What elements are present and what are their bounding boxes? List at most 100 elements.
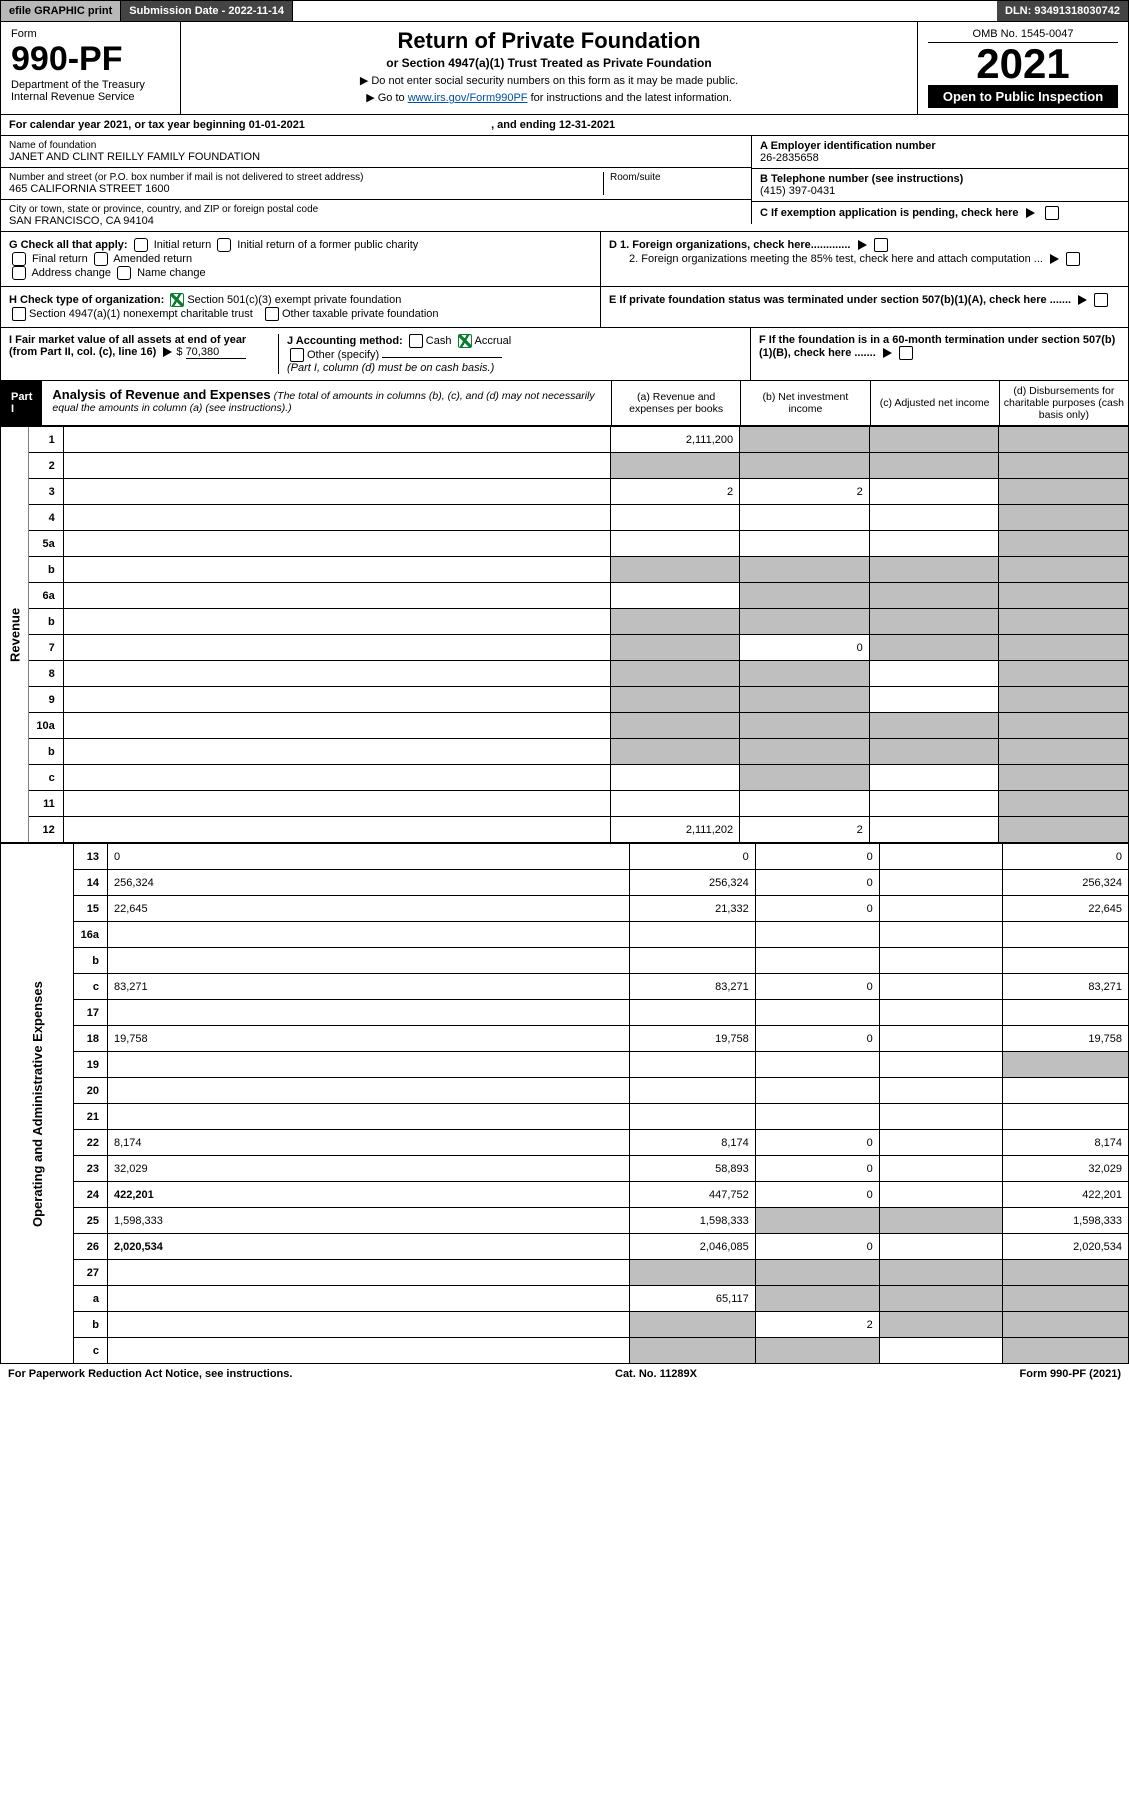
cell-c — [869, 505, 999, 531]
line-desc — [63, 635, 610, 661]
e-checkbox[interactable] — [1094, 293, 1108, 307]
h-other-checkbox[interactable] — [265, 307, 279, 321]
cell-a — [630, 1078, 756, 1104]
cell-c — [879, 1312, 1003, 1338]
col-d-header: (d) Disbursements for charitable purpose… — [999, 381, 1128, 425]
cell-d — [1003, 1078, 1129, 1104]
cell-c — [879, 896, 1003, 922]
f-checkbox[interactable] — [899, 346, 913, 360]
cell-d: 32,029 — [1003, 1156, 1129, 1182]
g-checkbox-2[interactable] — [12, 252, 26, 266]
expense-table: Operating and Administrative Expenses130… — [0, 843, 1129, 1364]
g-checkbox-3[interactable] — [94, 252, 108, 266]
j-cash-checkbox[interactable] — [409, 334, 423, 348]
cell-b — [740, 609, 870, 635]
cell-c — [869, 583, 999, 609]
cell-b — [755, 1078, 879, 1104]
dln: DLN: 93491318030742 — [997, 1, 1128, 21]
cell-d — [1003, 1312, 1129, 1338]
line-number: 2 — [29, 453, 63, 479]
line-number: c — [74, 974, 108, 1000]
g-checkbox-4[interactable] — [12, 266, 26, 280]
ein: 26-2835658 — [760, 152, 1120, 164]
cell-a — [630, 1260, 756, 1286]
open-public-badge: Open to Public Inspection — [928, 85, 1118, 108]
cell-a — [630, 1000, 756, 1026]
cell-b — [755, 948, 879, 974]
line-number: 5a — [29, 531, 63, 557]
irs-link[interactable]: www.irs.gov/Form990PF — [408, 92, 528, 104]
cell-d — [999, 713, 1129, 739]
line-desc — [63, 505, 610, 531]
g-checkbox-1[interactable] — [217, 238, 231, 252]
cell-a — [610, 635, 740, 661]
j-other-checkbox[interactable] — [290, 348, 304, 362]
city-label: City or town, state or province, country… — [9, 204, 743, 215]
h-4947-checkbox[interactable] — [12, 307, 26, 321]
cell-b: 0 — [755, 1234, 879, 1260]
line-desc — [63, 453, 610, 479]
efile-label[interactable]: efile GRAPHIC print — [1, 1, 121, 21]
cell-d — [1003, 1338, 1129, 1364]
d2-checkbox[interactable] — [1066, 252, 1080, 266]
h-501c3-checkbox[interactable] — [170, 293, 184, 307]
foundation-name: JANET AND CLINT REILLY FAMILY FOUNDATION — [9, 151, 743, 163]
cell-a — [610, 531, 740, 557]
dept-irs: Internal Revenue Service — [11, 91, 170, 103]
cell-d — [999, 765, 1129, 791]
cell-c — [869, 791, 999, 817]
cell-b — [740, 453, 870, 479]
form-header: Form 990-PF Department of the Treasury I… — [0, 22, 1129, 115]
g-checkbox-5[interactable] — [117, 266, 131, 280]
dept-treasury: Department of the Treasury — [11, 79, 170, 91]
cell-a: 2 — [610, 479, 740, 505]
cell-d — [999, 453, 1129, 479]
line-number: 10a — [29, 713, 63, 739]
form-label: Form — [11, 28, 170, 40]
cell-a: 256,324 — [630, 870, 756, 896]
cell-b — [740, 427, 870, 453]
line-number: a — [74, 1286, 108, 1312]
cell-b — [740, 739, 870, 765]
section-h-e: H Check type of organization: Section 50… — [0, 287, 1129, 328]
cell-a: 21,332 — [630, 896, 756, 922]
c-checkbox[interactable] — [1045, 206, 1059, 220]
line-number: 18 — [74, 1026, 108, 1052]
cell-a: 2,111,200 — [610, 427, 740, 453]
line-desc: 422,201 — [107, 1182, 629, 1208]
line-number: 7 — [29, 635, 63, 661]
cell-c — [869, 479, 999, 505]
j-accrual-checkbox[interactable] — [458, 334, 472, 348]
cell-c — [879, 1052, 1003, 1078]
line-number: 9 — [29, 687, 63, 713]
cell-c — [879, 1104, 1003, 1130]
line-number: 27 — [74, 1260, 108, 1286]
cell-a — [630, 1312, 756, 1338]
cell-c — [869, 817, 999, 843]
line-number: 20 — [74, 1078, 108, 1104]
d1-checkbox[interactable] — [874, 238, 888, 252]
g-checkbox-0[interactable] — [134, 238, 148, 252]
line-desc: 0 — [107, 844, 629, 870]
part1-badge: Part I — [1, 381, 42, 425]
line-number: 3 — [29, 479, 63, 505]
cell-a — [610, 791, 740, 817]
line-number: 22 — [74, 1130, 108, 1156]
cell-d: 19,758 — [1003, 1026, 1129, 1052]
cell-c — [869, 427, 999, 453]
cell-a — [630, 948, 756, 974]
line-number: 19 — [74, 1052, 108, 1078]
line-number: c — [29, 765, 63, 791]
line-desc — [107, 1338, 629, 1364]
cell-b — [755, 1000, 879, 1026]
line-desc: 256,324 — [107, 870, 629, 896]
cell-b — [740, 531, 870, 557]
cell-d — [999, 609, 1129, 635]
line-desc — [63, 583, 610, 609]
line-number: 12 — [29, 817, 63, 843]
section-g-d: G Check all that apply: Initial return I… — [0, 232, 1129, 287]
cell-a: 447,752 — [630, 1182, 756, 1208]
line-desc: 19,758 — [107, 1026, 629, 1052]
cell-c — [879, 870, 1003, 896]
cell-c — [879, 1338, 1003, 1364]
